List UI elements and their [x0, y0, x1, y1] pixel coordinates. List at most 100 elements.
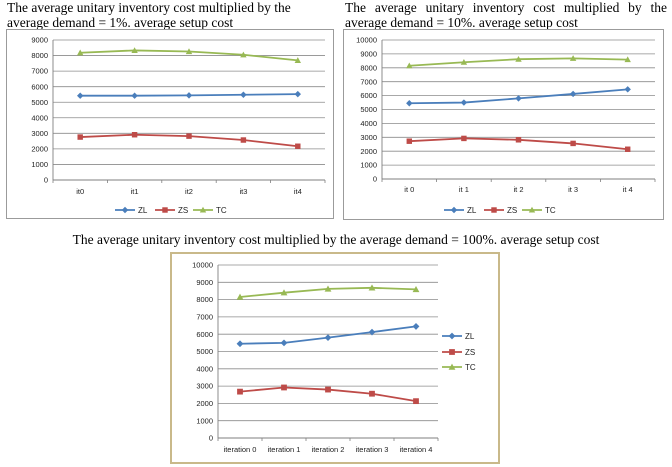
data-point-tc	[460, 59, 468, 65]
data-point-tc	[412, 285, 420, 293]
y-tick-label: 6000	[31, 82, 48, 91]
data-point-tc	[185, 48, 193, 55]
y-tick-label: 7000	[360, 77, 377, 86]
data-point-zl	[324, 334, 332, 342]
x-tick-label: iteration 1	[268, 445, 301, 454]
data-point-zl	[131, 92, 138, 99]
x-tick-label: it1	[131, 187, 139, 196]
legend-marker-tc	[528, 206, 536, 213]
x-tick-label: iteration 0	[224, 445, 257, 454]
y-tick-label: 2000	[360, 147, 377, 156]
y-tick-label: 4000	[360, 119, 377, 128]
legend-label-tc: TC	[545, 206, 556, 215]
y-tick-label: 10000	[192, 261, 213, 270]
data-point-zs	[325, 386, 331, 393]
legend-label-zs: ZS	[178, 206, 188, 215]
data-point-zl	[236, 340, 244, 348]
data-point-zs	[369, 390, 375, 397]
data-point-tc	[77, 49, 84, 56]
y-tick-label: 4000	[31, 113, 48, 122]
data-point-tc	[406, 62, 413, 69]
data-point-zl	[515, 95, 522, 102]
legend-marker-tc	[448, 363, 456, 370]
x-tick-label: iteration 4	[400, 445, 433, 454]
y-tick-label: 9000	[31, 36, 48, 45]
data-point-tc	[515, 55, 522, 62]
y-tick-label: 5000	[31, 98, 48, 107]
legend-label-zs: ZS	[465, 348, 475, 357]
data-point-tc	[368, 284, 376, 291]
y-tick-label: 8000	[196, 295, 213, 304]
data-point-zl	[569, 90, 577, 98]
chart-1-frame: 0 1000 2000 3000 4000 5000 6000 7000 8000 9000 it0…	[6, 29, 334, 219]
data-point-zs	[570, 140, 576, 147]
data-point-zs	[295, 143, 301, 149]
data-point-zl	[294, 90, 301, 98]
legend-marker-zs	[162, 207, 168, 213]
data-point-zl	[240, 91, 247, 98]
x-tick-label: iteration 2	[312, 445, 345, 454]
x-tick-label: iteration 3	[356, 445, 389, 454]
legend-label-tc: TC	[216, 206, 227, 215]
data-point-tc	[240, 51, 247, 58]
x-tick-label: it 0	[404, 185, 414, 194]
data-point-zl	[185, 92, 193, 99]
y-tick-label: 10000	[356, 36, 377, 45]
y-tick-label: 4000	[196, 364, 213, 373]
y-tick-label: 6000	[360, 91, 377, 100]
chart-3-frame: 0 1000 2000 3000 4000 5000 6000 7000 8000 9000 100…	[170, 252, 500, 464]
y-tick-label: 2000	[31, 144, 48, 153]
y-tick-label: 8000	[31, 51, 48, 60]
data-point-zl	[368, 328, 376, 336]
y-tick-label: 0	[373, 175, 377, 184]
data-point-tc	[324, 285, 332, 292]
y-tick-label: 3000	[196, 382, 213, 391]
data-point-tc	[236, 293, 244, 300]
data-point-zs	[131, 132, 138, 138]
legend-label-zs: ZS	[507, 206, 517, 215]
data-point-tc	[624, 56, 631, 63]
data-point-zl	[412, 323, 420, 330]
y-tick-label: 3000	[31, 129, 48, 138]
chart-2-caption: The average unitary inventory cost multi…	[345, 0, 667, 30]
x-tick-label: it3	[239, 187, 247, 196]
data-point-zs	[624, 146, 631, 152]
y-tick-label: 0	[44, 176, 48, 185]
data-point-zl	[624, 86, 631, 93]
y-tick-label: 1000	[196, 416, 213, 425]
y-tick-label: 2000	[196, 399, 213, 408]
data-point-zl	[77, 92, 84, 99]
y-tick-label: 9000	[196, 278, 213, 287]
data-point-zs	[237, 388, 243, 395]
legend-marker-zs	[491, 207, 497, 213]
chart-3-svg: 0 1000 2000 3000 4000 5000 6000 7000 8000 9000 100…	[192, 261, 476, 454]
x-tick-label: it2	[185, 187, 193, 196]
data-point-zl	[406, 100, 413, 107]
data-point-zs	[240, 137, 247, 143]
y-tick-label: 7000	[31, 67, 48, 76]
data-point-tc	[131, 47, 138, 53]
x-tick-label: it 2	[513, 185, 523, 194]
data-point-tc	[280, 289, 288, 296]
y-tick-label: 9000	[360, 50, 377, 59]
chart-1-caption: The average unitary inventory cost multi…	[7, 0, 291, 30]
x-tick-label: it0	[76, 187, 84, 196]
y-tick-label: 0	[209, 434, 213, 443]
chart-1-svg: 0 1000 2000 3000 4000 5000 6000 7000 8000 9000 it0…	[31, 36, 326, 215]
y-tick-label: 1000	[31, 160, 48, 169]
x-tick-label: it 1	[459, 185, 469, 194]
legend-label-zl: ZL	[138, 206, 148, 215]
y-tick-label: 5000	[196, 347, 213, 356]
y-tick-label: 3000	[360, 133, 377, 142]
x-tick-label: it 4	[623, 185, 633, 194]
legend-marker-zl	[450, 206, 458, 214]
y-tick-label: 6000	[196, 330, 213, 339]
data-point-zs	[515, 137, 522, 143]
data-point-tc	[294, 57, 301, 63]
data-point-zl	[460, 99, 468, 106]
y-tick-label: 5000	[360, 105, 377, 114]
data-point-zs	[413, 398, 419, 405]
chart-3-caption: The average unitary inventory cost multi…	[72, 232, 600, 247]
data-point-zs	[281, 384, 287, 391]
legend-label-zl: ZL	[465, 332, 475, 341]
